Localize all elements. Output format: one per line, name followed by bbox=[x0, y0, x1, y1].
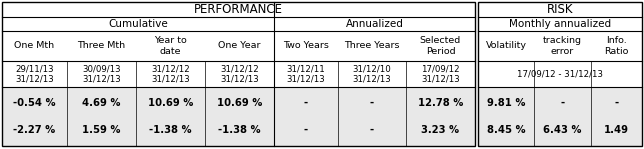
Text: 3.23 %: 3.23 % bbox=[421, 125, 460, 135]
Text: 31/12/13: 31/12/13 bbox=[353, 74, 392, 83]
Text: -: - bbox=[370, 125, 374, 135]
Text: 31/12/13: 31/12/13 bbox=[82, 74, 121, 83]
Bar bbox=[2, 2, 475, 146]
Text: -1.38 %: -1.38 % bbox=[218, 125, 261, 135]
Text: 31/12/12: 31/12/12 bbox=[220, 65, 259, 74]
Text: 31/12/12: 31/12/12 bbox=[151, 65, 190, 74]
Bar bbox=[2, 17, 475, 31]
Text: 17/09/12 - 31/12/13: 17/09/12 - 31/12/13 bbox=[517, 69, 603, 79]
Text: Volatility: Volatility bbox=[486, 42, 527, 51]
Bar bbox=[478, 61, 642, 87]
Text: 31/12/13: 31/12/13 bbox=[15, 74, 54, 83]
Text: Annualized: Annualized bbox=[346, 19, 403, 29]
Text: -1.38 %: -1.38 % bbox=[149, 125, 192, 135]
Text: Info.
Ratio: Info. Ratio bbox=[604, 36, 629, 56]
Bar bbox=[2, 31, 475, 61]
Text: 6.43 %: 6.43 % bbox=[544, 125, 582, 135]
Text: 10.69 %: 10.69 % bbox=[148, 98, 193, 108]
Text: Two Years: Two Years bbox=[283, 42, 329, 51]
Bar bbox=[478, 2, 642, 146]
Text: Year to
date: Year to date bbox=[154, 36, 187, 56]
Text: 8.45 %: 8.45 % bbox=[487, 125, 526, 135]
Text: 1.59 %: 1.59 % bbox=[82, 125, 120, 135]
Bar bbox=[2, 2, 475, 17]
Bar bbox=[478, 87, 642, 146]
Text: -0.54 %: -0.54 % bbox=[13, 98, 56, 108]
Text: 31/12/13: 31/12/13 bbox=[220, 74, 259, 83]
Text: Selected
Period: Selected Period bbox=[420, 36, 461, 56]
Text: Three Mth: Three Mth bbox=[77, 42, 126, 51]
Text: One Year: One Year bbox=[218, 42, 261, 51]
Bar bbox=[2, 61, 475, 87]
Text: Cumulative: Cumulative bbox=[108, 19, 168, 29]
Text: 31/12/13: 31/12/13 bbox=[287, 74, 325, 83]
Text: -: - bbox=[560, 98, 565, 108]
Bar bbox=[478, 2, 642, 17]
Text: -: - bbox=[370, 98, 374, 108]
Text: Monthly annualized: Monthly annualized bbox=[509, 19, 611, 29]
Text: 31/12/10: 31/12/10 bbox=[353, 65, 392, 74]
Text: Three Years: Three Years bbox=[345, 42, 400, 51]
Text: -2.27 %: -2.27 % bbox=[14, 125, 55, 135]
Text: 31/12/13: 31/12/13 bbox=[151, 74, 190, 83]
Text: RISK: RISK bbox=[547, 3, 573, 16]
Text: 12.78 %: 12.78 % bbox=[418, 98, 463, 108]
Text: -: - bbox=[304, 98, 308, 108]
Bar bbox=[478, 31, 642, 61]
Text: One Mth: One Mth bbox=[14, 42, 55, 51]
Text: 29/11/13: 29/11/13 bbox=[15, 65, 54, 74]
Text: 9.81 %: 9.81 % bbox=[487, 98, 526, 108]
Bar bbox=[478, 17, 642, 31]
Text: 30/09/13: 30/09/13 bbox=[82, 65, 121, 74]
Bar bbox=[2, 87, 475, 146]
Text: 31/12/13: 31/12/13 bbox=[421, 74, 460, 83]
Text: PERFORMANCE: PERFORMANCE bbox=[194, 3, 283, 16]
Text: 4.69 %: 4.69 % bbox=[82, 98, 120, 108]
Text: -: - bbox=[304, 125, 308, 135]
Text: 1.49: 1.49 bbox=[604, 125, 629, 135]
Text: 17/09/12: 17/09/12 bbox=[421, 65, 460, 74]
Text: 31/12/11: 31/12/11 bbox=[287, 65, 325, 74]
Text: tracking
error: tracking error bbox=[543, 36, 582, 56]
Text: -: - bbox=[614, 98, 619, 108]
Text: 10.69 %: 10.69 % bbox=[217, 98, 262, 108]
